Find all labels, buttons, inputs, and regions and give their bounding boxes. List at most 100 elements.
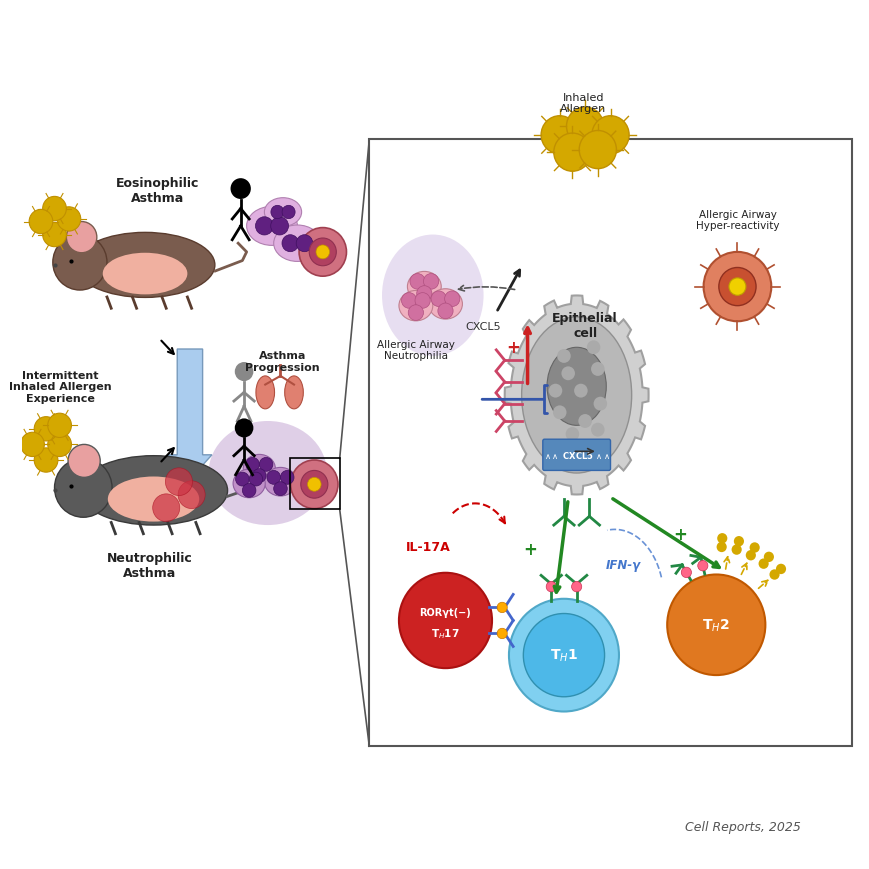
Text: +: + (522, 541, 536, 558)
Polygon shape (504, 296, 648, 495)
Circle shape (270, 217, 289, 235)
Circle shape (255, 217, 273, 235)
Circle shape (235, 473, 249, 487)
Ellipse shape (209, 421, 327, 526)
Circle shape (178, 481, 205, 509)
Circle shape (270, 206, 283, 219)
Circle shape (280, 471, 294, 485)
Circle shape (508, 599, 618, 712)
Circle shape (745, 550, 755, 561)
Circle shape (591, 116, 628, 155)
Circle shape (667, 574, 765, 675)
Ellipse shape (399, 291, 432, 322)
Text: Intermittent
Inhaled Allergen
Experience: Intermittent Inhaled Allergen Experience (9, 370, 111, 403)
Circle shape (57, 208, 81, 232)
Circle shape (299, 229, 346, 277)
Circle shape (733, 536, 743, 547)
Circle shape (697, 561, 707, 571)
Circle shape (731, 545, 741, 555)
Circle shape (249, 473, 262, 487)
Circle shape (290, 461, 338, 509)
Circle shape (295, 235, 313, 252)
Circle shape (546, 581, 555, 592)
Circle shape (34, 417, 58, 441)
Ellipse shape (79, 456, 228, 526)
Circle shape (703, 253, 771, 322)
Circle shape (566, 108, 603, 146)
Circle shape (775, 564, 786, 574)
Circle shape (408, 305, 423, 321)
Circle shape (749, 542, 759, 553)
Text: IFN-γ: IFN-γ (605, 558, 640, 571)
Ellipse shape (246, 207, 297, 246)
Circle shape (274, 482, 287, 496)
Circle shape (48, 414, 71, 438)
Circle shape (586, 341, 600, 355)
Circle shape (553, 406, 566, 420)
FancyArrow shape (168, 349, 212, 480)
Circle shape (565, 428, 579, 441)
Ellipse shape (264, 468, 296, 496)
Circle shape (728, 279, 745, 296)
Circle shape (416, 287, 431, 302)
Circle shape (230, 179, 250, 200)
Circle shape (523, 614, 604, 697)
Circle shape (235, 419, 253, 438)
Circle shape (496, 602, 507, 613)
Circle shape (415, 294, 430, 308)
Text: Inhaled
Allergen: Inhaled Allergen (560, 92, 606, 114)
Circle shape (768, 570, 779, 580)
Text: Allergic Airway
Neutrophilia: Allergic Airway Neutrophilia (376, 339, 454, 361)
Circle shape (43, 223, 66, 248)
Text: T$_H$2: T$_H$2 (701, 617, 729, 634)
Text: CXCL5: CXCL5 (465, 322, 501, 331)
Circle shape (571, 581, 581, 592)
Circle shape (541, 116, 578, 155)
Circle shape (242, 484, 255, 498)
Bar (289, 459, 339, 510)
Text: Allergic Airway
Hyper-reactivity: Allergic Airway Hyper-reactivity (695, 209, 779, 231)
Circle shape (53, 235, 107, 291)
Circle shape (423, 275, 438, 290)
Circle shape (718, 269, 755, 306)
Ellipse shape (255, 376, 275, 409)
Ellipse shape (284, 376, 303, 409)
Ellipse shape (428, 289, 462, 320)
Circle shape (590, 362, 604, 376)
Circle shape (68, 445, 100, 478)
Ellipse shape (233, 469, 265, 498)
Circle shape (399, 573, 492, 668)
Circle shape (716, 534, 726, 544)
Circle shape (245, 458, 259, 472)
Ellipse shape (521, 317, 631, 474)
Circle shape (55, 459, 112, 518)
Circle shape (431, 292, 446, 307)
Circle shape (763, 552, 773, 562)
Ellipse shape (108, 477, 199, 522)
Circle shape (282, 235, 298, 252)
Circle shape (301, 471, 328, 499)
Circle shape (252, 469, 266, 483)
Ellipse shape (75, 233, 215, 298)
Circle shape (574, 384, 587, 398)
Ellipse shape (274, 226, 321, 262)
Circle shape (21, 433, 44, 457)
Text: T$_H$17: T$_H$17 (431, 627, 460, 640)
Circle shape (578, 415, 591, 428)
Circle shape (259, 458, 273, 472)
Circle shape (165, 468, 192, 496)
Circle shape (308, 478, 321, 492)
Ellipse shape (243, 454, 275, 483)
Ellipse shape (103, 254, 187, 295)
Text: Epithelial
cell: Epithelial cell (552, 311, 617, 339)
Ellipse shape (547, 348, 606, 426)
Circle shape (593, 397, 607, 411)
Circle shape (496, 628, 507, 639)
Circle shape (43, 197, 66, 222)
Circle shape (561, 367, 574, 381)
Circle shape (554, 134, 590, 172)
Circle shape (282, 206, 295, 219)
Circle shape (590, 423, 604, 437)
Circle shape (556, 349, 570, 363)
Circle shape (48, 433, 71, 457)
